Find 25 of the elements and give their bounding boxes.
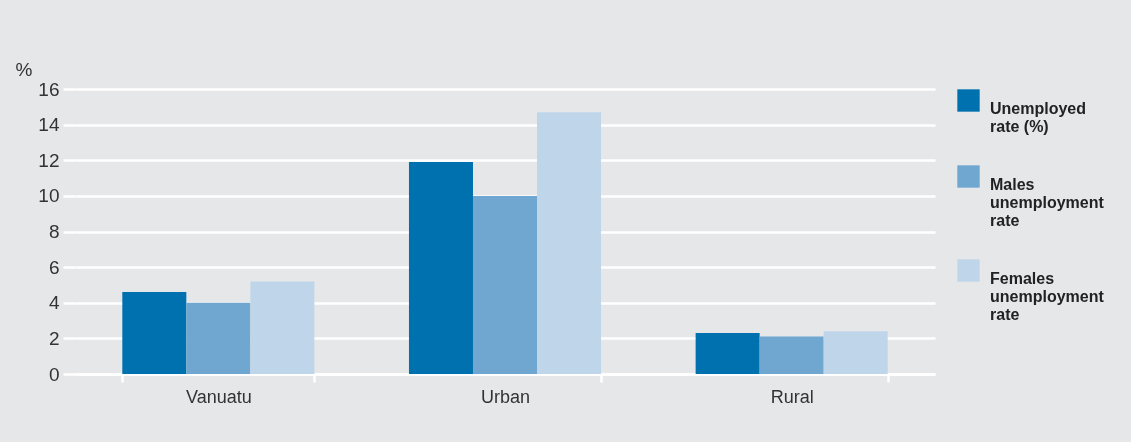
- bar: [122, 292, 187, 374]
- bar: [472, 195, 538, 374]
- y-tick-label: 16: [38, 78, 60, 100]
- y-tick-label: 4: [48, 292, 60, 314]
- x-tick-label: Rural: [770, 386, 814, 407]
- x-tick-label: Vanuatu: [185, 386, 252, 407]
- y-tick-label: 2: [48, 327, 60, 349]
- bar: [759, 336, 824, 374]
- legend-label: Males unemployment rate: [990, 175, 1105, 229]
- y-tick-label: 10: [38, 185, 60, 207]
- y-tick-label: 8: [48, 221, 60, 242]
- bar: [186, 302, 251, 374]
- bar: [408, 162, 473, 374]
- legend-label: Unemployed rate (%): [990, 99, 1087, 135]
- y-tick-label: 6: [48, 256, 60, 278]
- legend-label: Females unemployment rate: [990, 269, 1105, 323]
- x-tick-label: Urban: [480, 386, 531, 407]
- y-axis-title: %: [15, 58, 33, 80]
- y-tick-label: 0: [48, 363, 60, 385]
- y-tick-label: 14: [38, 114, 60, 136]
- bar: [823, 331, 888, 374]
- y-tick-label: 12: [38, 149, 60, 171]
- bar: [250, 281, 315, 374]
- bar: [695, 333, 760, 374]
- bar: [537, 112, 602, 374]
